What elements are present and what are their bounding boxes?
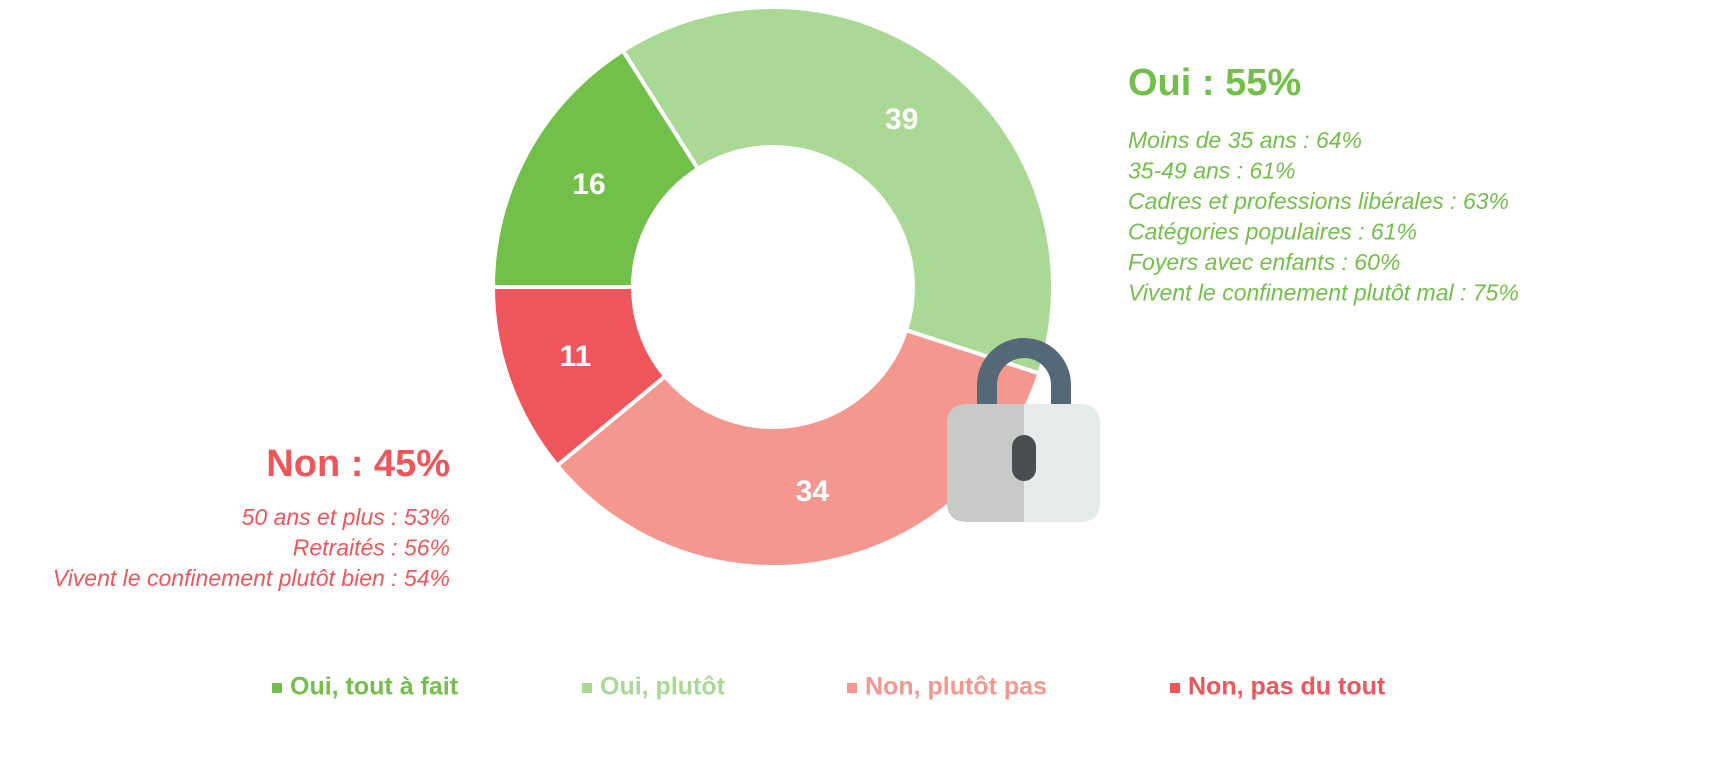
value-label: 34 bbox=[796, 475, 830, 508]
legend-label: Oui, plutôt bbox=[600, 673, 726, 701]
lock-keyhole bbox=[1012, 435, 1036, 481]
annotation-line: Cadres et professions libérales : 63% bbox=[1128, 188, 1509, 214]
annotation-line: Vivent le confinement plutôt bien : 54% bbox=[53, 565, 450, 591]
annotation-title: Non : 45% bbox=[266, 443, 450, 485]
annotation-line: Retraités : 56% bbox=[293, 535, 450, 561]
donut-slice bbox=[554, 327, 1042, 569]
donut-slice bbox=[490, 285, 668, 469]
donut: 16 39 34 11 bbox=[490, 5, 1055, 569]
donut-slice bbox=[490, 47, 701, 289]
legend-label: Non, pas du tout bbox=[1188, 673, 1386, 701]
legend-marker bbox=[272, 683, 282, 693]
annotation-line: Moins de 35 ans : 64% bbox=[1128, 127, 1362, 153]
annotation-title: Oui : 55% bbox=[1128, 62, 1301, 104]
annotation-line: Foyers avec enfants : 60% bbox=[1128, 249, 1400, 275]
annotation-line: 50 ans et plus : 53% bbox=[242, 504, 450, 530]
legend-label: Oui, tout à fait bbox=[290, 673, 459, 701]
annotation-line: 35-49 ans : 61% bbox=[1128, 158, 1296, 184]
value-label: 16 bbox=[572, 168, 605, 201]
lock-shackle bbox=[977, 338, 1071, 405]
donut-slice bbox=[620, 5, 1055, 377]
legend-marker bbox=[1170, 683, 1180, 693]
value-label: 39 bbox=[885, 103, 918, 136]
lock-icon bbox=[947, 338, 1100, 522]
lock-body-left bbox=[947, 404, 1024, 522]
lock-body-right bbox=[1024, 404, 1100, 522]
legend-marker bbox=[847, 683, 857, 693]
annotation-line: Catégories populaires : 61% bbox=[1128, 219, 1417, 245]
value-label: 11 bbox=[560, 340, 592, 373]
legend-marker bbox=[582, 683, 592, 693]
legend-label: Non, plutôt pas bbox=[865, 673, 1047, 701]
annotation-line: Vivent le confinement plutôt mal : 75% bbox=[1128, 280, 1519, 306]
